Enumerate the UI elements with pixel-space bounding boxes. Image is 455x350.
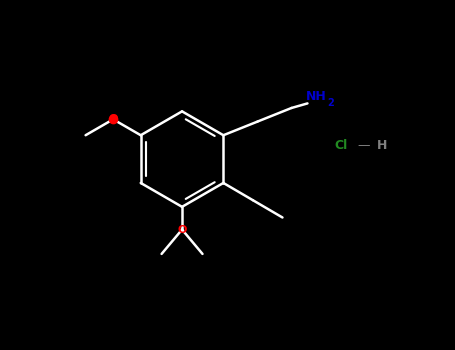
Text: O: O [177, 225, 187, 235]
Text: NH: NH [306, 90, 327, 103]
Text: 2: 2 [327, 98, 334, 107]
Text: H: H [377, 139, 387, 152]
Text: Cl: Cl [334, 139, 348, 152]
Text: O: O [108, 114, 118, 124]
Text: —: — [358, 139, 370, 152]
